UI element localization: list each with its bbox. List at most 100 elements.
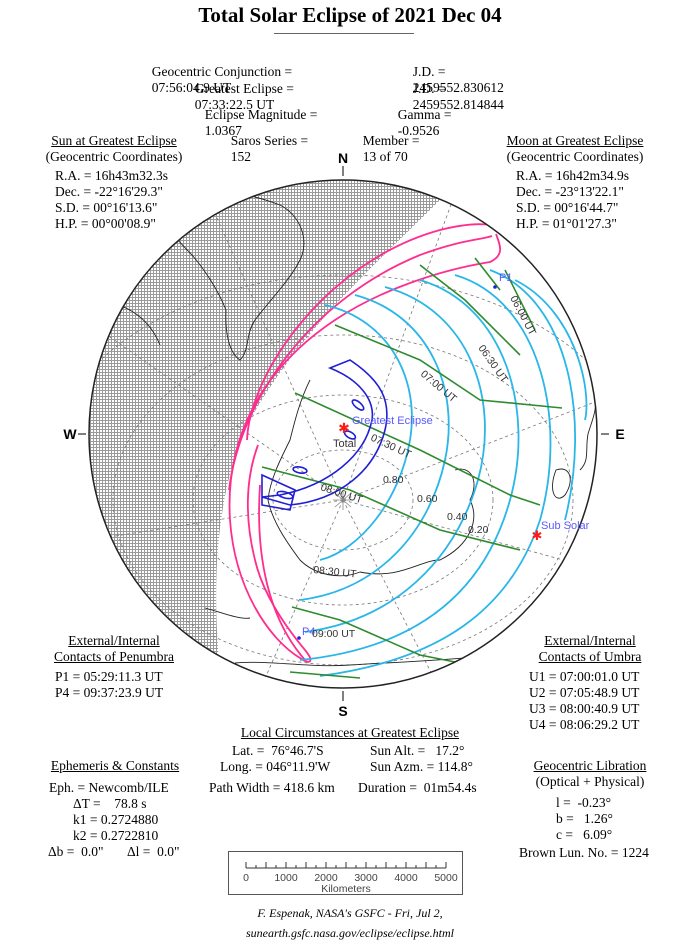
scale-bar: 0 1000 2000 3000 4000 5000 Kilometers [228,851,463,895]
sun-hp: H.P. = 00°00'08.9" [55,216,156,231]
sun-star-icon: ✱ [532,528,543,543]
label: J.D. = [412,81,446,96]
u3-time: U3 = 08:00:40.9 UT [529,701,640,716]
page-title: Total Solar Eclipse of 2021 Dec 04 [198,3,502,27]
svg-text:2000: 2000 [314,872,338,884]
sun-values: R.A. = 16h43m32.3s Dec. = -22°16'29.3" S… [55,168,168,232]
label: Geocentric Conjunction = [151,64,293,79]
libration-b: b = 1.26° [556,811,613,826]
moon-dec: Dec. = -23°13'22.1" [516,184,624,199]
greatest-eclipse-jd: J.D. = 2459552.814844 [406,65,504,113]
svg-text:0: 0 [243,872,249,884]
credit-author: F. Espenak, NASA's GSFC - Fri, Jul 2, [257,906,443,920]
sun-dec: Dec. = -22°16'29.3" [55,184,163,199]
local-sun-azm: Sun Azm. = 114.8° [370,759,473,774]
ephemeris-delta-t: ΔT = 78.8 s [73,796,147,811]
gamma: Gamma = -0.9526 [391,91,452,139]
ephemeris-heading: Ephemeris & Constants [50,758,180,773]
svg-text:08:30 UT: 08:30 UT [313,564,358,581]
libration-panel: Geocentric Libration (Optical + Physical… [510,758,670,790]
total-label: Total [333,438,356,450]
time-lines [261,257,563,679]
libration-values: l = -0.23° b = 1.26° c = 6.09° [556,795,613,843]
svg-text:3000: 3000 [354,872,378,884]
p4-time: P4 = 09:37:23.9 UT [55,685,164,700]
label: J.D. = [412,64,446,79]
local-heading: Local Circumstances at Greatest Eclipse [240,725,460,740]
moon-ra: R.A. = 16h42m34.9s [516,168,630,183]
libration-heading: Geocentric Libration [533,758,647,773]
p1-time: P1 = 05:29:11.3 UT [55,669,163,684]
value: 2459552.830612 [412,80,504,95]
star-icon: ✱ [338,420,350,436]
local-duration: Duration = 01m54.4s [358,780,477,795]
svg-text:0.40: 0.40 [447,511,468,523]
eclipse-magnitude: Eclipse Magnitude = 1.0367 [198,91,318,139]
sub-solar-marker: ✱ Sub Solar [532,520,590,543]
penumbra-heading-2: Contacts of Penumbra [54,649,174,664]
ephemeris-eph: Eph. = Newcomb/ILE [49,780,169,795]
greatest-eclipse-marker: ✱ Greatest Eclipse Total [333,415,433,450]
night-shade [89,180,440,688]
svg-text:0.60: 0.60 [417,493,438,505]
ephemeris-k1: k1 = 0.2724880 [73,812,159,827]
umbra-values: U1 = 07:00:01.0 UT U2 = 07:05:48.9 UT U3… [529,669,639,733]
title-divider [274,33,414,34]
value: 1.0367 [204,123,242,138]
penumbra-panel: External/Internal Contacts of Penumbra [34,633,194,665]
value: 2459552.814844 [412,97,504,112]
conjunction-jd: J.D. = 2459552.830612 [406,48,504,96]
penumbra-heading-1: External/Internal [68,633,160,648]
brown-lunation: Brown Lun. No. = 1224 [519,845,649,860]
label: Member = [362,133,420,148]
scale-unit: Kilometers [321,883,371,895]
sun-panel: Sun at Greatest Eclipse (Geocentric Coor… [34,133,194,165]
east-label: E [615,426,624,442]
value: 07:56:04.9 UT [151,80,232,95]
moon-heading: Moon at Greatest Eclipse [506,133,644,148]
penumbra-values: P1 = 05:29:11.3 UT P4 = 09:37:23.9 UT [55,669,163,701]
south-label: S [338,703,347,719]
sun-sd: S.D. = 00°16'13.6" [55,200,158,215]
moon-hp: H.P. = 01°01'27.3" [516,216,617,231]
ephemeris-delta-l: Δl = 0.0" [127,844,180,859]
value: -0.9526 [397,123,440,138]
umbra-path [261,359,388,511]
u4-time: U4 = 08:06:29.2 UT [529,717,640,732]
p1-label: P1 [499,272,512,284]
north-label: N [338,150,348,166]
value: 07:33:22.5 UT [194,97,275,112]
west-label: W [63,426,77,442]
svg-text:0.20: 0.20 [468,524,489,536]
umbra-panel: External/Internal Contacts of Umbra [510,633,670,665]
ephemeris-delta-b: Δb = 0.0" [48,844,104,859]
libration-subheading: (Optical + Physical) [535,774,645,789]
moon-panel: Moon at Greatest Eclipse (Geocentric Coo… [495,133,655,165]
geocentric-conjunction: Geocentric Conjunction = 07:56:04.9 UT [145,48,292,96]
ephemeris-k2: k2 = 0.2722810 [73,828,159,843]
compass: N S W E [63,150,624,719]
sun-ra: R.A. = 16h43m32.3s [55,168,169,183]
saros-member: Member = 13 of 70 [356,117,420,165]
scale-ruler: 0 1000 2000 3000 4000 5000 Kilometers [243,862,458,895]
label: Greatest Eclipse = [194,81,294,96]
svg-text:07:00 UT: 07:00 UT [418,368,459,405]
svg-text:0.80: 0.80 [383,474,404,486]
value: 13 of 70 [362,149,408,164]
moon-values: R.A. = 16h42m34.9s Dec. = -23°13'22.1" S… [516,168,629,232]
umbra-heading-2: Contacts of Umbra [538,649,642,664]
u1-time: U1 = 07:00:01.0 UT [529,669,640,684]
u2-time: U2 = 07:05:48.9 UT [529,685,640,700]
svg-text:1000: 1000 [274,872,298,884]
libration-l: l = -0.23° [556,795,612,810]
credit-url: sunearth.gsfc.nasa.gov/eclipse/eclipse.h… [246,926,454,940]
magnitude-labels: 0.80 0.60 0.40 0.20 [383,474,489,536]
svg-text:5000: 5000 [434,872,458,884]
graticule-center [333,490,353,510]
svg-text:09:00 UT: 09:00 UT [312,628,356,640]
sun-heading: Sun at Greatest Eclipse [51,133,177,148]
label: Gamma = [397,107,452,122]
local-lat: Lat. = 76°46.7'S [232,743,324,758]
greatest-eclipse-label: Greatest Eclipse [352,415,433,427]
